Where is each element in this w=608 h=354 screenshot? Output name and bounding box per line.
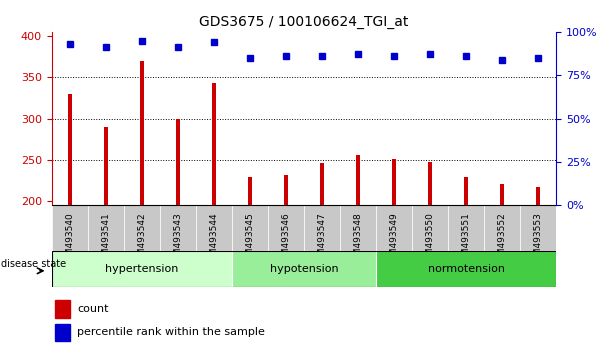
Bar <box>268 205 304 251</box>
Text: GSM493542: GSM493542 <box>137 212 147 267</box>
Bar <box>448 205 484 251</box>
Bar <box>320 163 324 205</box>
Text: GSM493546: GSM493546 <box>282 212 291 267</box>
Bar <box>196 205 232 251</box>
Bar <box>103 127 108 205</box>
Bar <box>284 175 288 205</box>
Text: hypotension: hypotension <box>270 264 338 274</box>
Text: GSM493549: GSM493549 <box>390 212 399 267</box>
Bar <box>304 205 340 251</box>
Text: count: count <box>77 304 109 314</box>
Bar <box>248 177 252 205</box>
Text: hypertension: hypertension <box>105 264 179 274</box>
Title: GDS3675 / 100106624_TGI_at: GDS3675 / 100106624_TGI_at <box>199 16 409 29</box>
Bar <box>52 251 232 287</box>
Bar <box>392 159 396 205</box>
Bar <box>160 205 196 251</box>
Bar <box>376 251 556 287</box>
Bar <box>356 155 360 205</box>
Text: disease state: disease state <box>1 259 66 269</box>
Bar <box>376 205 412 251</box>
Bar <box>52 205 88 251</box>
Bar <box>55 300 70 318</box>
Text: GSM493543: GSM493543 <box>173 212 182 267</box>
Text: GSM493541: GSM493541 <box>102 212 110 267</box>
Text: GSM493553: GSM493553 <box>534 212 543 267</box>
Text: GSM493544: GSM493544 <box>209 212 218 267</box>
Bar <box>484 205 520 251</box>
Bar <box>536 187 541 205</box>
Bar <box>428 161 432 205</box>
Bar <box>232 251 376 287</box>
Bar <box>124 205 160 251</box>
Bar <box>55 324 70 341</box>
Bar <box>500 184 505 205</box>
Text: GSM493552: GSM493552 <box>498 212 506 267</box>
Text: GSM493547: GSM493547 <box>317 212 326 267</box>
Bar <box>464 177 468 205</box>
Text: GSM493551: GSM493551 <box>461 212 471 267</box>
Bar <box>212 83 216 205</box>
Bar <box>140 61 144 205</box>
Text: GSM493540: GSM493540 <box>65 212 74 267</box>
Text: GSM493545: GSM493545 <box>246 212 254 267</box>
Bar <box>232 205 268 251</box>
Text: normotension: normotension <box>427 264 505 274</box>
Text: GSM493550: GSM493550 <box>426 212 435 267</box>
Text: GSM493548: GSM493548 <box>354 212 362 267</box>
Bar <box>176 119 180 205</box>
Bar <box>520 205 556 251</box>
Bar <box>88 205 124 251</box>
Bar <box>340 205 376 251</box>
Text: percentile rank within the sample: percentile rank within the sample <box>77 327 265 337</box>
Bar <box>412 205 448 251</box>
Bar <box>67 94 72 205</box>
